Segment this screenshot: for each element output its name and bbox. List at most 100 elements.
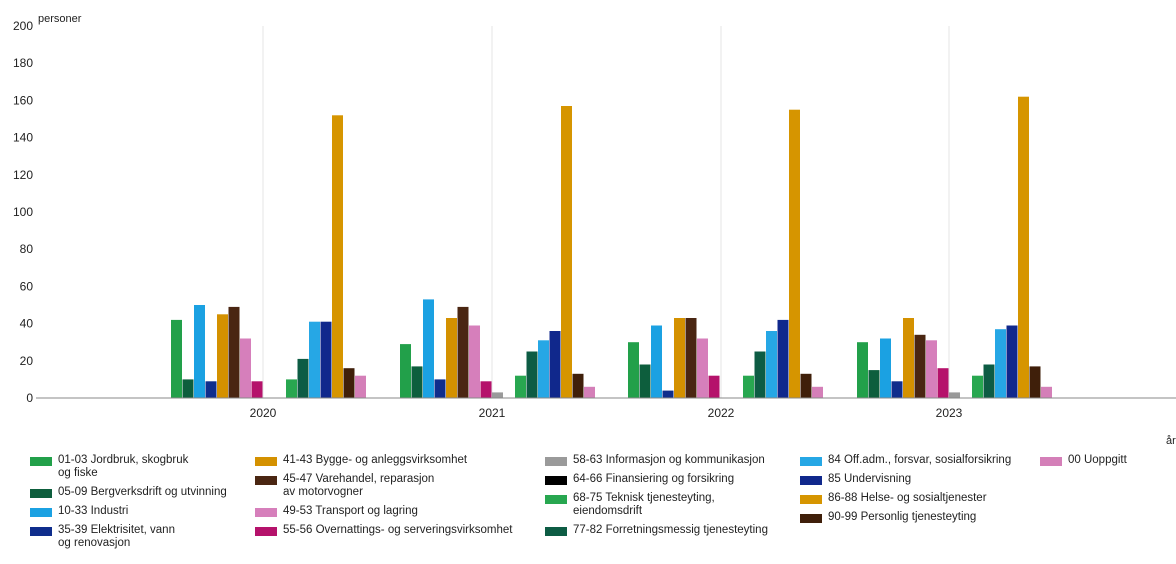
y-tick-label: 200 <box>13 19 33 33</box>
legend-swatch <box>545 495 567 504</box>
legend-swatch <box>30 457 52 466</box>
bar <box>651 325 662 398</box>
legend-label: 05-09 Bergverksdrift og utvinning <box>58 486 227 498</box>
bar <box>457 306 469 398</box>
y-tick-label: 20 <box>20 354 34 368</box>
bar <box>423 299 434 398</box>
bar <box>240 338 251 398</box>
bar <box>355 375 366 398</box>
legend-item[interactable]: 77-82 Forretningsmessig tjenesteyting <box>545 524 768 537</box>
bar <box>800 373 812 398</box>
x-axis-label: år <box>1166 435 1176 447</box>
y-tick-label: 60 <box>20 279 34 293</box>
bar <box>972 375 983 398</box>
legend-swatch <box>30 508 52 517</box>
x-tick-label: 2021 <box>479 406 506 420</box>
bar <box>469 325 480 398</box>
bar <box>926 340 937 398</box>
bar <box>182 379 194 398</box>
legend-item[interactable]: 90-99 Personlig tjenesteyting <box>800 511 1011 524</box>
legend-label: 00 Uoppgitt <box>1068 454 1127 466</box>
bars <box>171 96 1052 399</box>
bar <box>480 381 492 398</box>
legend-item[interactable]: 68-75 Teknisk tjenesteyting, eiendomsdri… <box>545 492 768 518</box>
legend-column: 84 Off.adm., forsvar, sosialforsikring 85… <box>800 454 1011 530</box>
legend: 01-03 Jordbruk, skogbruk og fiske 05-09 B… <box>30 454 1176 564</box>
bar <box>217 314 228 398</box>
bar <box>228 306 240 398</box>
y-axis-label: personer <box>38 13 82 25</box>
y-tick-label: 180 <box>13 56 33 70</box>
bar <box>628 342 639 398</box>
bar <box>538 340 549 398</box>
bar <box>400 344 411 398</box>
bar <box>754 351 766 398</box>
legend-item[interactable]: 58-63 Informasjon og kommunikasjon <box>545 454 768 467</box>
legend-item[interactable]: 05-09 Bergverksdrift og utvinning <box>30 486 227 499</box>
legend-label: 55-56 Overnattings- og serveringsvirksom… <box>283 524 513 536</box>
y-tick-label: 80 <box>20 242 34 256</box>
y-tick-label: 40 <box>20 317 34 331</box>
legend-column: 00 Uoppgitt <box>1040 454 1127 473</box>
bar <box>549 331 561 398</box>
bar <box>332 115 343 399</box>
bar <box>434 379 446 398</box>
legend-swatch <box>800 457 822 466</box>
legend-swatch <box>255 476 277 485</box>
y-tick-label: 120 <box>13 168 33 182</box>
bar <box>914 334 926 398</box>
legend-swatch <box>800 514 822 523</box>
legend-label: 35-39 Elektrisitet, vann og renovasjon <box>58 524 175 549</box>
bar <box>515 375 526 398</box>
bar <box>526 351 538 398</box>
bar <box>891 381 903 398</box>
bar <box>297 358 309 398</box>
legend-label: 90-99 Personlig tjenesteyting <box>828 511 977 523</box>
bar <box>194 305 205 398</box>
y-tick-label: 140 <box>13 131 33 145</box>
bar <box>812 386 823 398</box>
x-axis-ticks: 2020 2021 2022 2023 <box>250 406 963 420</box>
bar <box>766 331 777 398</box>
legend-label: 86-88 Helse- og sosialtjenester <box>828 492 987 504</box>
bar <box>1041 386 1052 398</box>
x-tick-label: 2020 <box>250 406 277 420</box>
bar <box>685 318 697 398</box>
bar <box>868 370 880 398</box>
legend-item[interactable]: 84 Off.adm., forsvar, sosialforsikring <box>800 454 1011 467</box>
legend-label: 85 Undervisning <box>828 473 912 485</box>
y-tick-label: 100 <box>13 205 33 219</box>
legend-item[interactable]: 41-43 Bygge- og anleggsvirksomhet <box>255 454 512 467</box>
legend-item[interactable]: 85 Undervisning <box>800 473 1011 486</box>
bar <box>1029 366 1041 398</box>
legend-column: 01-03 Jordbruk, skogbruk og fiske 05-09 B… <box>30 454 227 556</box>
legend-swatch <box>1040 457 1062 466</box>
legend-column: 58-63 Informasjon og kommunikasjon 64-66 … <box>545 454 768 543</box>
legend-label: 64-66 Finansiering og forsikring <box>573 473 735 485</box>
legend-label: 41-43 Bygge- og anleggsvirksomhet <box>283 454 468 466</box>
legend-label: 77-82 Forretningsmessig tjenesteyting <box>573 524 768 536</box>
legend-item[interactable]: 01-03 Jordbruk, skogbruk og fiske <box>30 454 227 480</box>
legend-swatch <box>30 527 52 536</box>
legend-item[interactable]: 35-39 Elektrisitet, vann og renovasjon <box>30 524 227 550</box>
legend-item[interactable]: 00 Uoppgitt <box>1040 454 1127 467</box>
bar <box>446 318 457 398</box>
legend-swatch <box>255 457 277 466</box>
y-axis-ticks: 0 20 40 60 80 100 120 140 160 180 200 <box>13 19 33 405</box>
legend-item[interactable]: 45-47 Varehandel, reparasjon av motorvog… <box>255 473 512 499</box>
legend-swatch <box>545 476 567 485</box>
bar <box>743 375 754 398</box>
legend-item[interactable]: 49-53 Transport og lagring <box>255 505 512 518</box>
legend-item[interactable]: 64-66 Finansiering og forsikring <box>545 473 768 486</box>
bar <box>584 386 595 398</box>
legend-item[interactable]: 86-88 Helse- og sosialtjenester <box>800 492 1011 505</box>
bar <box>857 342 868 398</box>
bar <box>286 379 297 398</box>
bar <box>1018 96 1029 398</box>
legend-item[interactable]: 55-56 Overnattings- og serveringsvirksom… <box>255 524 512 537</box>
legend-item[interactable]: 10-33 Industri <box>30 505 227 518</box>
legend-label: 49-53 Transport og lagring <box>283 505 418 517</box>
bar <box>777 319 789 398</box>
legend-column: 41-43 Bygge- og anleggsvirksomhet 45-47 V… <box>255 454 512 543</box>
legend-label: 10-33 Industri <box>58 505 129 517</box>
